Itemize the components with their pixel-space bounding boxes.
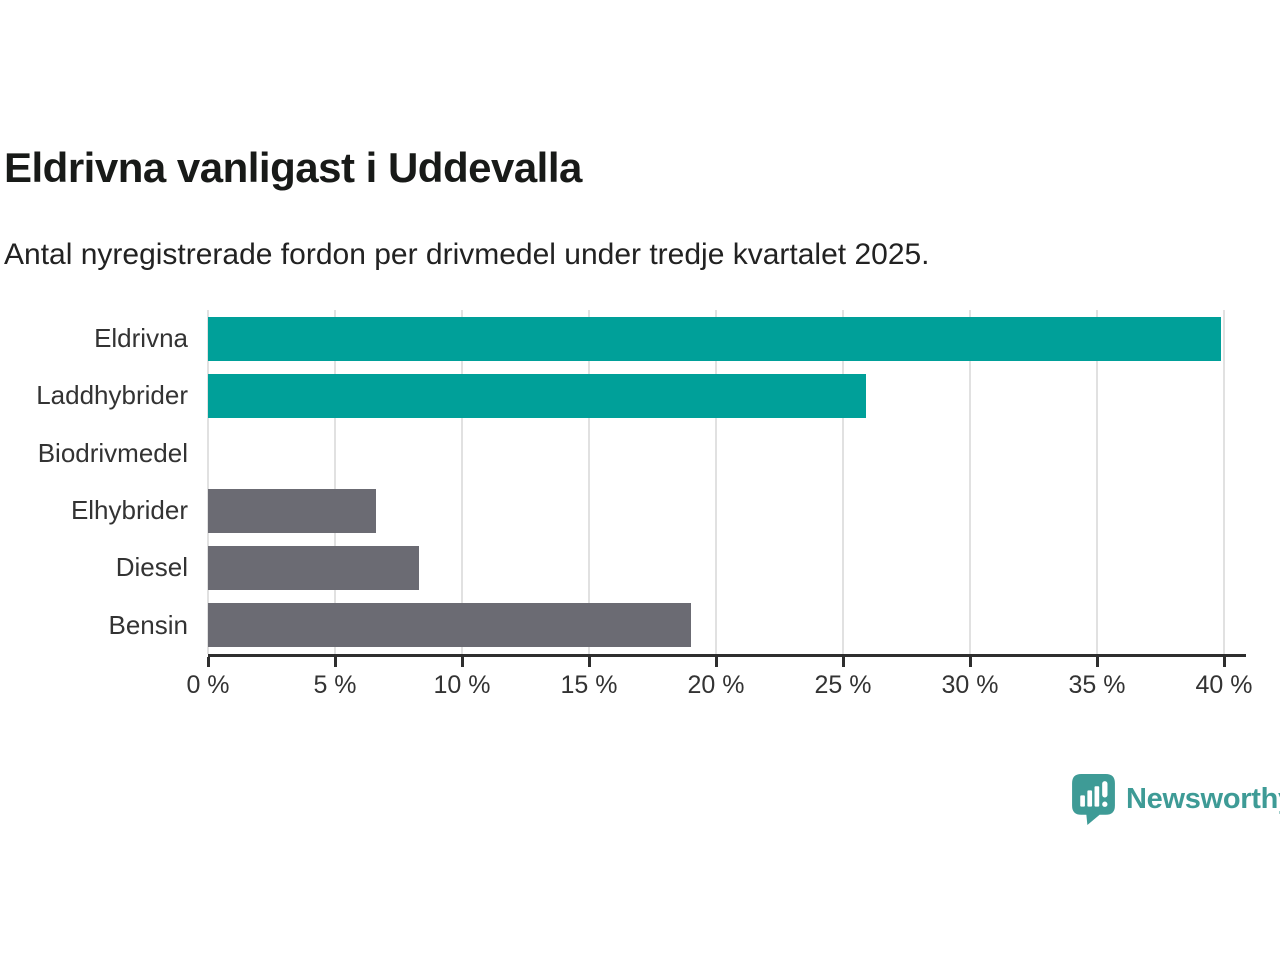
chart-title: Eldrivna vanligast i Uddevalla	[4, 144, 582, 191]
x-tick-mark	[1223, 657, 1226, 667]
footer-branding: Newsworthy	[1072, 774, 1280, 825]
x-tick-mark	[842, 657, 845, 667]
gridline	[1223, 310, 1225, 654]
gridline	[969, 310, 971, 654]
bar	[208, 546, 419, 590]
category-labels: Eldrivna Laddhybrider Biodrivmedel Elhybrid…	[0, 310, 188, 654]
bar	[208, 316, 1222, 361]
x-tick-mark	[461, 657, 464, 667]
bar	[208, 488, 376, 533]
category-label: Elhybrider	[70, 495, 188, 526]
x-tick-label: 30 %	[941, 671, 999, 699]
newsworthy-logo-icon	[1072, 774, 1115, 825]
gridline	[207, 310, 209, 654]
x-tick-label: 5 %	[313, 671, 357, 699]
x-tick-label: 35 %	[1068, 671, 1126, 699]
chart-subtitle: Antal nyregistrerade fordon per drivmede…	[4, 238, 930, 271]
gridline	[842, 310, 844, 654]
x-tick-label: 40 %	[1195, 671, 1253, 699]
category-label: Bensin	[108, 609, 189, 640]
x-tick-mark	[969, 657, 972, 667]
x-tick-mark	[207, 657, 210, 667]
x-tick-mark	[334, 657, 337, 667]
x-tick-label: 15 %	[560, 671, 618, 699]
x-tick-mark	[1096, 657, 1099, 667]
x-tick-label: 0 %	[186, 671, 230, 699]
category-label: Laddhybrider	[36, 380, 188, 411]
x-tick-mark	[715, 657, 718, 667]
gridline	[715, 310, 717, 654]
x-axis-line	[208, 654, 1246, 657]
bar	[208, 603, 691, 648]
category-label: Diesel	[115, 552, 188, 583]
gridline	[588, 310, 590, 654]
bar	[208, 374, 866, 418]
x-tick-mark	[588, 657, 591, 667]
gridline	[334, 310, 336, 654]
brand-name: Newsworthy	[1126, 783, 1280, 815]
category-label: Eldrivna	[94, 323, 188, 354]
x-tick-label: 10 %	[433, 671, 491, 699]
category-label: Biodrivmedel	[37, 437, 188, 468]
bar-chart-plot-area	[207, 310, 1225, 654]
x-tick-label: 25 %	[814, 671, 872, 699]
gridline	[461, 310, 463, 654]
gridline	[1096, 310, 1098, 654]
x-tick-label: 20 %	[687, 671, 745, 699]
